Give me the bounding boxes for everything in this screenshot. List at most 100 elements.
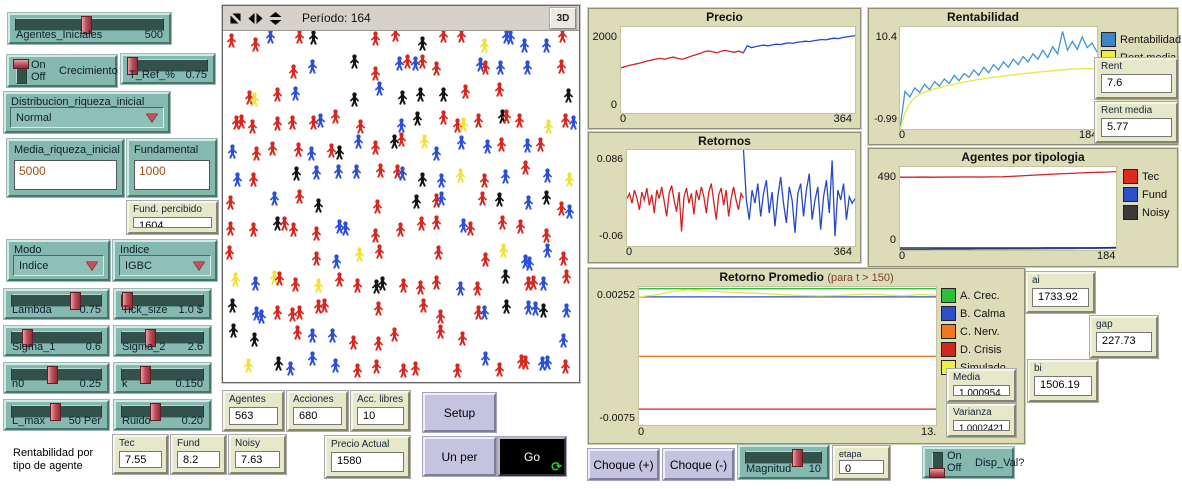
slider-track[interactable] (127, 57, 208, 75)
slider-l-max[interactable]: L_max 50 Per (4, 400, 109, 430)
monitor-noisy: Noisy 7.63 (229, 435, 286, 474)
agent (410, 361, 421, 376)
horizontal-arrows-icon[interactable] (248, 12, 263, 24)
slider-handle[interactable] (70, 292, 82, 310)
agent (315, 113, 326, 128)
switch-handle[interactable] (13, 59, 29, 69)
switch-name: Disp_Val? (975, 457, 1025, 469)
slider-track[interactable] (11, 329, 102, 347)
chooser-box[interactable]: IGBC (119, 255, 211, 276)
slider-label: Sigma_1 (12, 341, 56, 353)
agent (370, 31, 381, 46)
slider-agentes-iniciales[interactable]: Agentes_Iniciales 500 (8, 13, 171, 44)
agent (431, 61, 442, 76)
y-axis-max-label: 10.4 (875, 31, 897, 43)
setup-button[interactable]: Setup (423, 393, 496, 432)
slider-track[interactable] (11, 366, 102, 384)
switch-crecimiento[interactable]: On Off Crecimiento (7, 55, 118, 87)
monitor-value: 10 (357, 407, 404, 425)
agent (431, 215, 442, 230)
chooser-modo[interactable]: Modo Indice (7, 240, 110, 281)
agent (501, 299, 512, 314)
agent (435, 309, 446, 324)
slider-n0[interactable]: n0 0.25 (4, 363, 109, 393)
slider-track[interactable] (121, 329, 204, 347)
switch-handle[interactable] (929, 468, 945, 478)
chooser-distribucion-riqueza-inicial[interactable]: Distribucion_riqueza_inicial Normal (4, 92, 170, 133)
chooser-value: IGBC (125, 259, 152, 272)
input-media-riqueza-inicial[interactable]: Media_riqueza_inicial 5000 (7, 139, 124, 197)
agent (333, 164, 344, 179)
slider-handle[interactable] (144, 329, 156, 347)
slider-handle[interactable] (122, 292, 134, 310)
slider-sigma-1[interactable]: Sigma_1 0.6 (4, 326, 109, 356)
slider-ruido[interactable]: Ruido 0.20 (114, 400, 211, 430)
agent (330, 358, 341, 373)
input-field[interactable]: 0 (839, 460, 884, 474)
input-etapa[interactable]: etapa 0 (833, 446, 890, 480)
slider-handle[interactable] (49, 403, 61, 421)
series-retornos-antes (627, 184, 744, 232)
monitor-label: Tec (119, 438, 135, 449)
slider-label: Agentes_Iniciales (16, 29, 103, 41)
slider-handle[interactable] (127, 57, 139, 75)
agent (433, 245, 444, 260)
vertical-arrows-icon[interactable] (269, 11, 282, 25)
slider-track[interactable] (11, 292, 102, 310)
slider-handle[interactable] (47, 366, 59, 384)
slider-track[interactable] (15, 16, 164, 34)
chooser-box[interactable]: Normal (10, 107, 164, 128)
x-axis-max-label: 184 (1079, 129, 1098, 141)
input-fundamental[interactable]: Fundamental 1000 (127, 139, 217, 197)
origin-icon[interactable] (229, 12, 242, 25)
agent (250, 276, 261, 291)
agent (294, 189, 305, 204)
slider-track[interactable] (121, 366, 204, 384)
slider-t-ref[interactable]: T_Ref_% 0.75 (121, 54, 215, 84)
agent (542, 168, 553, 183)
choque-minus-button[interactable]: Choque (-) (663, 449, 734, 480)
agent-field[interactable] (225, 31, 577, 380)
go-button[interactable]: Go ⟳ (498, 437, 566, 476)
slider-k[interactable]: k 0.150 (114, 363, 211, 393)
slider-track[interactable] (121, 292, 204, 310)
period-counter: Período: 164 (302, 11, 371, 25)
go-button-label: Go (523, 449, 540, 464)
slider-value: 0.6 (85, 341, 101, 353)
slider-value: 0.20 (181, 415, 203, 427)
choque-plus-button[interactable]: Choque (+) (588, 449, 659, 480)
slider-lambda[interactable]: Lambda 0.75 (4, 289, 109, 319)
slider-tick-size[interactable]: Tick_size 1.0 $ (114, 289, 211, 319)
input-label: Fundamental (134, 144, 199, 156)
slider-track[interactable] (745, 449, 822, 467)
agent (307, 59, 318, 74)
slider-handle[interactable] (149, 403, 161, 421)
input-field[interactable]: 5000 (14, 160, 117, 190)
agent (438, 87, 449, 102)
legend-swatch (941, 324, 956, 339)
chooser-indice[interactable]: Indice IGBC (113, 240, 217, 281)
series-tec (900, 172, 1116, 178)
slider-handle[interactable] (22, 329, 34, 347)
monitor-label: Rent media (1101, 105, 1153, 116)
view-3d-button[interactable]: 3D (550, 8, 576, 29)
agent (479, 173, 490, 188)
agent (556, 59, 567, 74)
slider-magnitud[interactable]: Magnitud 10 (738, 445, 829, 479)
agent (308, 31, 319, 45)
slider-handle[interactable] (139, 366, 151, 384)
slider-track[interactable] (121, 403, 204, 421)
un-per-button[interactable]: Un per (423, 437, 496, 476)
chooser-box[interactable]: Indice (13, 255, 104, 276)
slider-handle[interactable] (792, 449, 804, 467)
slider-track[interactable] (11, 403, 102, 421)
slider-handle[interactable] (81, 16, 93, 34)
input-field[interactable]: 1000 (134, 160, 210, 190)
agent (249, 92, 260, 107)
slider-value: 0.25 (79, 378, 101, 390)
world-view[interactable]: Período: 164 3D (222, 5, 580, 383)
slider-sigma-2[interactable]: Sigma_2 2.6 (114, 326, 211, 356)
agent (311, 226, 322, 241)
switch-disp-val[interactable]: On Off Disp_Val? (923, 447, 1024, 478)
monitor-label: Fund. percibido (133, 204, 202, 215)
